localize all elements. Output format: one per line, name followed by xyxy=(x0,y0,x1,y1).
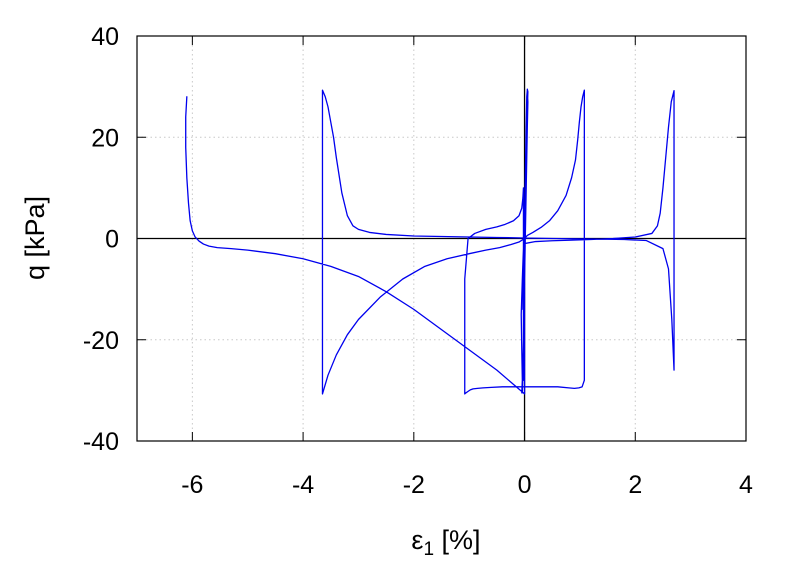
series-layer xyxy=(185,88,675,395)
y-axis-title: q [kPa] xyxy=(20,196,50,280)
series-line-1 xyxy=(185,88,675,395)
x-tick-label: 0 xyxy=(518,471,532,499)
x-tick-label: -4 xyxy=(292,471,314,499)
x-tick-label: 2 xyxy=(628,471,642,499)
x-tick-label: -2 xyxy=(403,471,425,499)
tick-marks xyxy=(137,35,747,442)
y-tick-label: -40 xyxy=(83,428,119,456)
x-axis-title: ε1 [%] xyxy=(411,525,480,560)
x-tick-label: -6 xyxy=(181,471,203,499)
y-tick-label: 40 xyxy=(91,23,119,51)
y-tick-label: -20 xyxy=(83,327,119,355)
y-tick-label: 20 xyxy=(91,124,119,152)
x-tick-label: 4 xyxy=(739,471,753,499)
y-tick-label: 0 xyxy=(105,226,119,254)
